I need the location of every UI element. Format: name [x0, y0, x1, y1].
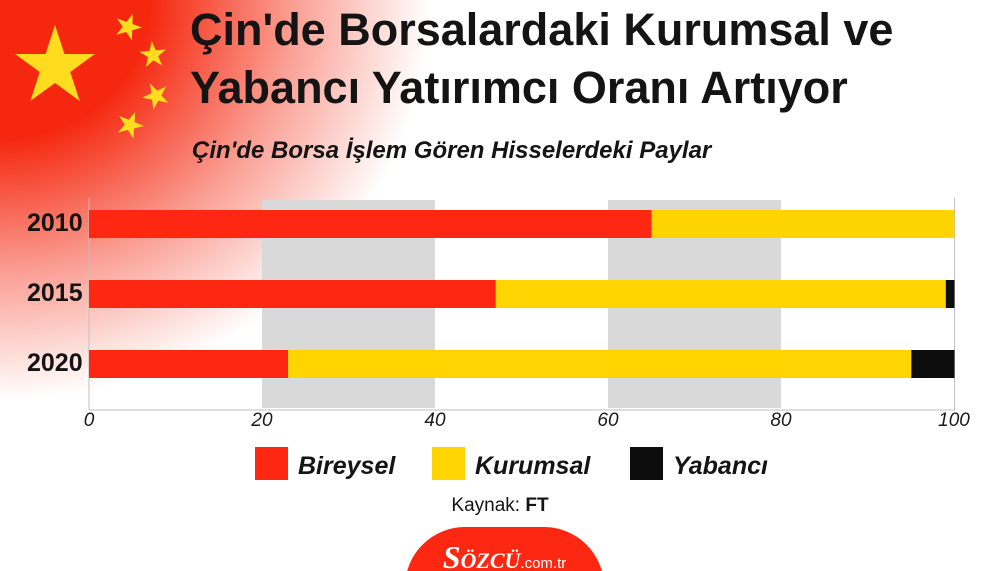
svg-text:Bireysel: Bireysel [298, 452, 396, 480]
svg-text:Yabancı: Yabancı [673, 452, 768, 480]
svg-text:Kurumsal: Kurumsal [475, 452, 591, 480]
